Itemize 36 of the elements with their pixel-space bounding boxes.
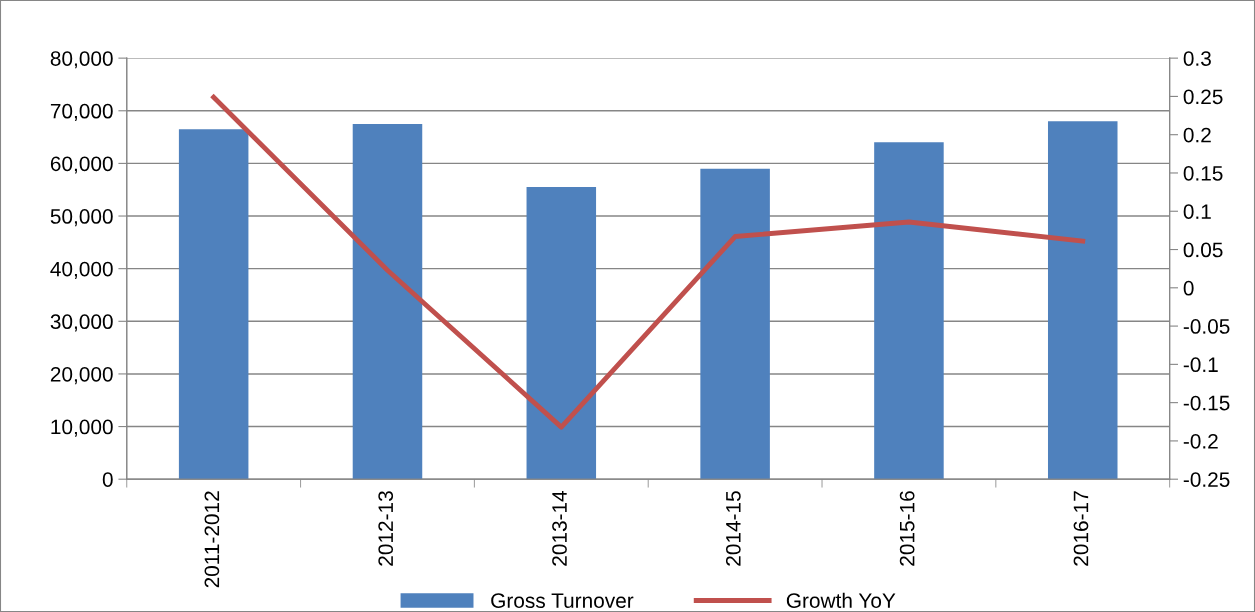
bar	[526, 187, 597, 480]
bar	[874, 142, 944, 480]
y-tick-label: 80,000	[50, 51, 113, 69]
x-tick-label: 2013-14	[552, 490, 567, 566]
y2-tick-label: -0.25	[1183, 472, 1230, 487]
bar	[178, 129, 249, 480]
x-tick-label: 2014-15	[725, 491, 741, 566]
y-tick-label: 40,000	[50, 261, 113, 279]
y2-tick-label: 0.1	[1183, 204, 1211, 220]
y-tick-label: 50,000	[50, 209, 113, 227]
legend-label: Gross Turnover	[491, 593, 634, 608]
x-tick-label: 2011-2012	[204, 491, 220, 588]
legend-label: Growth YoY	[786, 592, 896, 608]
y2-tick-label: -0.2	[1183, 433, 1218, 449]
y-tick-label: 30,000	[50, 314, 113, 332]
y-tick-label: 60,000	[50, 156, 113, 174]
bar	[1047, 121, 1118, 480]
y2-tick-label: 0.15	[1183, 165, 1223, 181]
y2-tick-label: 0.05	[1183, 242, 1223, 258]
x-tick-label: 2012-13	[378, 491, 394, 566]
y2-tick-label: 0.2	[1183, 127, 1211, 143]
x-tick-label: 2015-16	[899, 491, 915, 566]
y2-tick-label: 0.3	[1183, 51, 1211, 66]
y-tick-label: 20,000	[50, 366, 113, 385]
x-tick-label: 2016-17	[1073, 491, 1089, 566]
y-tick-label: 10,000	[51, 419, 113, 437]
y2-tick-label: -0.1	[1183, 357, 1218, 373]
y2-tick-label: -0.15	[1183, 395, 1230, 411]
line-series	[211, 94, 1086, 430]
y-tick-label: 0	[102, 472, 113, 487]
y2-tick-label: 0.25	[1183, 89, 1223, 105]
bar	[352, 123, 423, 480]
y-tick-label: 70,000	[50, 103, 113, 121]
y2-tick-label: 0	[1183, 280, 1194, 296]
y2-tick-label: -0.05	[1183, 319, 1230, 334]
bar	[700, 168, 770, 480]
